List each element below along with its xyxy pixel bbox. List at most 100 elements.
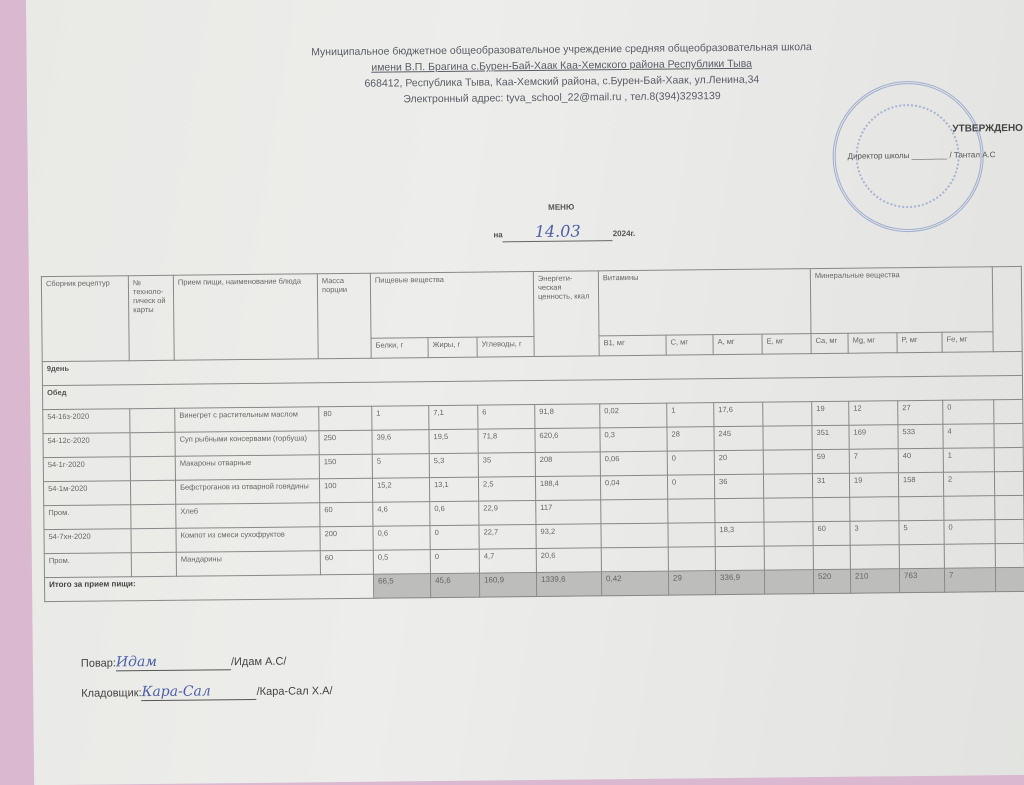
subheader-cell: Ca, мг xyxy=(810,333,849,354)
table-cell: 100 xyxy=(319,478,373,503)
table-cell: 158 xyxy=(898,472,944,497)
table-cell xyxy=(943,495,995,521)
table-cell: Пром. xyxy=(43,504,131,530)
table-cell: 150 xyxy=(319,454,373,479)
table-cell xyxy=(764,545,814,571)
approval-line: Директор школы ________ / Тантал А.С xyxy=(847,150,996,161)
table-cell: 0 xyxy=(942,399,994,425)
total-cell: 66,5 xyxy=(373,573,431,599)
table-cell: Бефстроганов из отварной говядины xyxy=(175,478,320,505)
table-cell: 18,3 xyxy=(714,522,765,547)
table-cell: 7,1 xyxy=(428,405,478,430)
cook-signature-line: Повар:Идам/Идам А.С/ xyxy=(81,653,287,672)
table-cell: 250 xyxy=(318,430,373,455)
table-cell: 0 xyxy=(429,525,480,550)
table-cell: 6 xyxy=(477,404,535,430)
table-cell: 0 xyxy=(667,450,715,476)
table-cell: 60 xyxy=(319,502,373,527)
table-cell xyxy=(715,546,765,571)
table-cell: 54-1г-2020 xyxy=(43,456,131,482)
storekeeper-signature-line: Кладовщик:Кара-Сал/Кара-Сал Х.А/ xyxy=(81,682,333,702)
table-cell: 188,4 xyxy=(535,475,601,501)
subheader-cell: E, мг xyxy=(761,333,812,355)
total-cell: 7 xyxy=(944,567,996,593)
table-cell: 20,6 xyxy=(536,547,602,573)
storekeeper-name: /Кара-Сал Х.А/ xyxy=(256,685,333,698)
subheader-cell: Fe, мг xyxy=(941,331,994,353)
table-cell: 93,2 xyxy=(535,523,602,549)
total-cell: 1339,6 xyxy=(536,571,602,597)
table-cell: 0,02 xyxy=(599,403,667,428)
table-cell: 54-16з-2020 xyxy=(42,408,130,434)
table-cell xyxy=(714,498,764,523)
total-label: Итого за прием пищи: xyxy=(44,574,374,602)
header-card: № техноло-гическ ой карты xyxy=(128,275,175,361)
total-cell: 0,42 xyxy=(601,571,669,596)
table-cell: 0,6 xyxy=(372,525,431,551)
table-cell: 28 xyxy=(666,426,715,452)
table-cell: 5 xyxy=(372,453,430,479)
table-cell: 54-1м-2020 xyxy=(43,480,131,506)
table-cell xyxy=(944,543,996,569)
header-minerals: Минеральные вещества xyxy=(810,266,993,334)
table-cell xyxy=(995,543,1024,568)
total-cell xyxy=(764,569,814,595)
date-suffix: 2024г. xyxy=(612,228,636,239)
table-cell: 91,8 xyxy=(534,403,600,429)
table-cell: 200 xyxy=(319,526,374,551)
table-cell: 35 xyxy=(478,452,536,478)
table-cell: 60 xyxy=(812,521,851,546)
table-cell: 4 xyxy=(942,423,995,449)
total-cell: 160,9 xyxy=(479,572,537,598)
table-cell xyxy=(763,521,814,547)
subheader-cell: Углеводы, г xyxy=(476,336,535,358)
table-cell: 40 xyxy=(898,448,944,473)
table-header-row: Сборник рецептур № техноло-гическ ой кар… xyxy=(41,266,1023,362)
table-cell: 4,7 xyxy=(479,548,537,574)
subheader-cell: Жиры, г xyxy=(427,337,478,358)
subheader-cell: P, мг xyxy=(896,332,943,353)
table-cell xyxy=(813,545,851,570)
subheader-cell: Mg, мг xyxy=(847,332,898,354)
total-cell: 520 xyxy=(813,569,851,594)
table-cell xyxy=(601,547,669,572)
table-cell: 169 xyxy=(848,424,899,450)
subheader-cell: A, мг xyxy=(712,334,763,355)
table-cell xyxy=(129,432,176,457)
handwritten-date: 14.03 xyxy=(502,221,613,243)
date-prefix: на xyxy=(493,230,503,240)
table-cell: 2 xyxy=(943,471,995,497)
table-cell: 20 xyxy=(714,450,764,475)
table-cell: 31 xyxy=(812,473,850,498)
table-cell: 36 xyxy=(714,474,764,499)
table-cell: Винегрет с растительным маслом xyxy=(174,406,319,433)
total-cell: 210 xyxy=(850,568,900,594)
storekeeper-label: Кладовщик: xyxy=(81,687,142,700)
table-cell: 15,2 xyxy=(372,477,430,503)
table-cell: 0,04 xyxy=(600,475,668,500)
table-cell: 0,3 xyxy=(599,427,668,452)
total-cell: 336,9 xyxy=(715,570,765,595)
header-mass: Масса порции xyxy=(317,273,372,359)
table-cell: 0,6 xyxy=(429,501,479,526)
table-cell xyxy=(993,423,1024,448)
table-cell xyxy=(850,544,900,570)
table-cell: Пром. xyxy=(44,552,132,578)
table-cell: Макароны отварные xyxy=(175,454,320,481)
table-cell xyxy=(131,552,177,577)
table-cell xyxy=(130,480,176,505)
table-cell xyxy=(812,497,850,522)
table-cell xyxy=(763,473,813,499)
table-cell: 71,8 xyxy=(477,428,536,454)
table-cell: 60 xyxy=(320,550,374,575)
table-cell xyxy=(667,522,716,548)
table-cell: 0 xyxy=(667,474,715,500)
school-header: Муниципальное бюджетное общеобразователь… xyxy=(281,39,842,109)
table-cell: 22,7 xyxy=(478,524,537,550)
total-cell: 45,6 xyxy=(430,573,480,598)
table-cell: 54-12с-2020 xyxy=(42,432,131,458)
table-cell xyxy=(129,408,175,433)
table-cell xyxy=(130,528,177,553)
approval-title: УТВЕРЖДЕНО xyxy=(952,122,1023,135)
header-recipe: Сборник рецептур xyxy=(41,275,130,362)
